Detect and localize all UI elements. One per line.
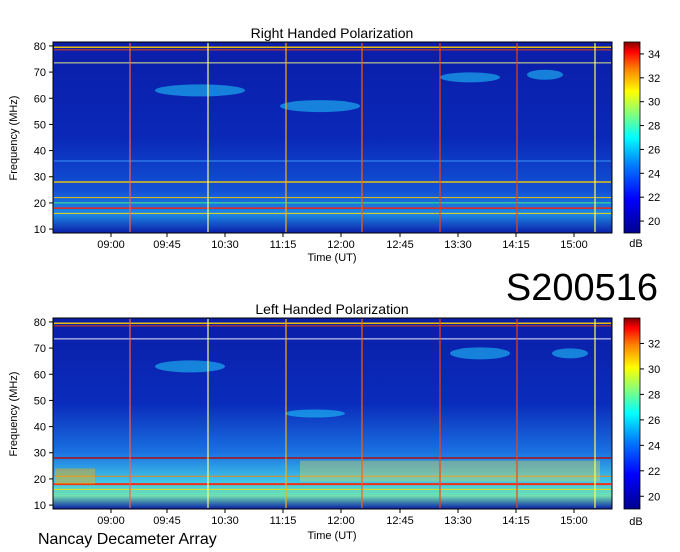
emission-feature [155,360,225,373]
panel-left-polarization: Left Handed Polarization 10 20 30 40 50 60 70 8… [8,301,660,542]
colorbar-tick-label: 24 [648,440,660,452]
emission-feature [155,84,245,97]
panel-right-polarization: Right Handed Polarization 10 20 30 40 50 60 70… [8,25,660,264]
panel-title: Left Handed Polarization [255,301,408,317]
emission-feature [440,72,500,83]
x-tick-label: 13:30 [444,515,472,527]
x-tick-label: 11:15 [270,239,297,251]
spectrogram-features [54,43,611,232]
colorbar-tick-label: 20 [648,491,660,503]
panel-title: Right Handed Polarization [251,25,414,41]
emission-region [300,460,600,482]
x-tick-label: 09:45 [153,239,181,251]
y-tick-label: 60 [34,93,46,105]
event-id: S200516 [506,267,658,309]
spectrogram-features [54,319,611,508]
colorbar [623,317,641,510]
x-tick-label: 12:45 [386,239,414,251]
y-tick-label: 20 [34,474,46,486]
colorbar-ticks: 20 22 24 26 28 30 32 34 [640,49,660,228]
y-tick-label: 70 [34,67,46,79]
x-tick-label: 15:00 [560,515,588,527]
y-tick-label: 10 [34,500,46,512]
y-axis-label: Frequency (MHz) [8,372,20,457]
spectrogram-area [53,42,612,233]
colorbar-label: dB [629,516,642,528]
y-tick-label: 10 [34,224,46,236]
colorbar-tick-label: 32 [648,73,660,85]
x-tick-label: 12:00 [327,515,355,527]
y-tick-label: 30 [34,448,46,460]
emission-feature [285,409,345,418]
colorbar-tick-label: 20 [648,216,660,228]
emission-feature [450,347,510,360]
x-axis-label: Time (UT) [307,530,356,542]
colorbar-tick-label: 30 [648,97,660,109]
x-axis-label: Time (UT) [307,252,356,264]
y-tick-label: 60 [34,369,46,381]
y-axis: 10 20 30 40 50 60 70 80 [34,41,53,236]
colorbar-tick-label: 26 [648,144,660,156]
y-tick-label: 50 [34,395,46,407]
x-tick-label: 12:45 [386,515,414,527]
y-axis-label: Frequency (MHz) [8,96,20,181]
colorbar-tick-label: 30 [648,364,660,376]
x-axis: 09:00 09:45 10:30 11:15 12:00 12:45 13:30 14:15… [97,233,588,251]
emission-feature [552,348,588,359]
y-tick-label: 50 [34,119,46,131]
x-tick-label: 14:15 [502,239,530,251]
y-axis: 10 20 30 40 50 60 70 80 [34,317,53,512]
y-tick-label: 80 [34,317,46,329]
y-tick-label: 40 [34,422,46,434]
x-tick-label: 09:00 [97,515,125,527]
colorbar-tick-label: 28 [648,121,660,133]
x-tick-label: 12:00 [327,239,355,251]
x-tick-label: 15:00 [560,239,588,251]
y-tick-label: 70 [34,343,46,355]
colorbar-tick-label: 32 [648,338,660,350]
y-tick-label: 20 [34,198,46,210]
y-tick-label: 30 [34,172,46,184]
colorbar-tick-label: 22 [648,192,660,204]
colorbar-ticks: 20 22 24 26 28 30 32 [640,338,660,503]
observatory-name: Nancay Decameter Array [38,531,217,548]
x-tick-label: 09:00 [97,239,125,251]
emission-feature [527,69,563,80]
x-tick-label: 13:30 [444,239,472,251]
y-tick-label: 80 [34,41,46,53]
emission-region [55,468,95,485]
x-axis: 09:00 09:45 10:30 11:15 12:00 12:45 13:30 14:15… [97,509,588,527]
x-tick-label: 10:30 [211,239,239,251]
colorbar-tick-label: 34 [648,49,660,61]
x-tick-label: 09:45 [153,515,181,527]
colorbar-tick-label: 22 [648,466,660,478]
colorbar-tick-label: 28 [648,389,660,401]
x-tick-label: 10:30 [211,515,239,527]
colorbar-tick-label: 24 [648,168,660,180]
x-tick-label: 11:15 [270,515,297,527]
colorbar [623,41,641,234]
y-tick-label: 40 [34,146,46,158]
emission-feature [280,100,360,113]
colorbar-tick-label: 26 [648,415,660,427]
x-tick-label: 14:15 [502,515,530,527]
colorbar-label: dB [629,238,642,250]
